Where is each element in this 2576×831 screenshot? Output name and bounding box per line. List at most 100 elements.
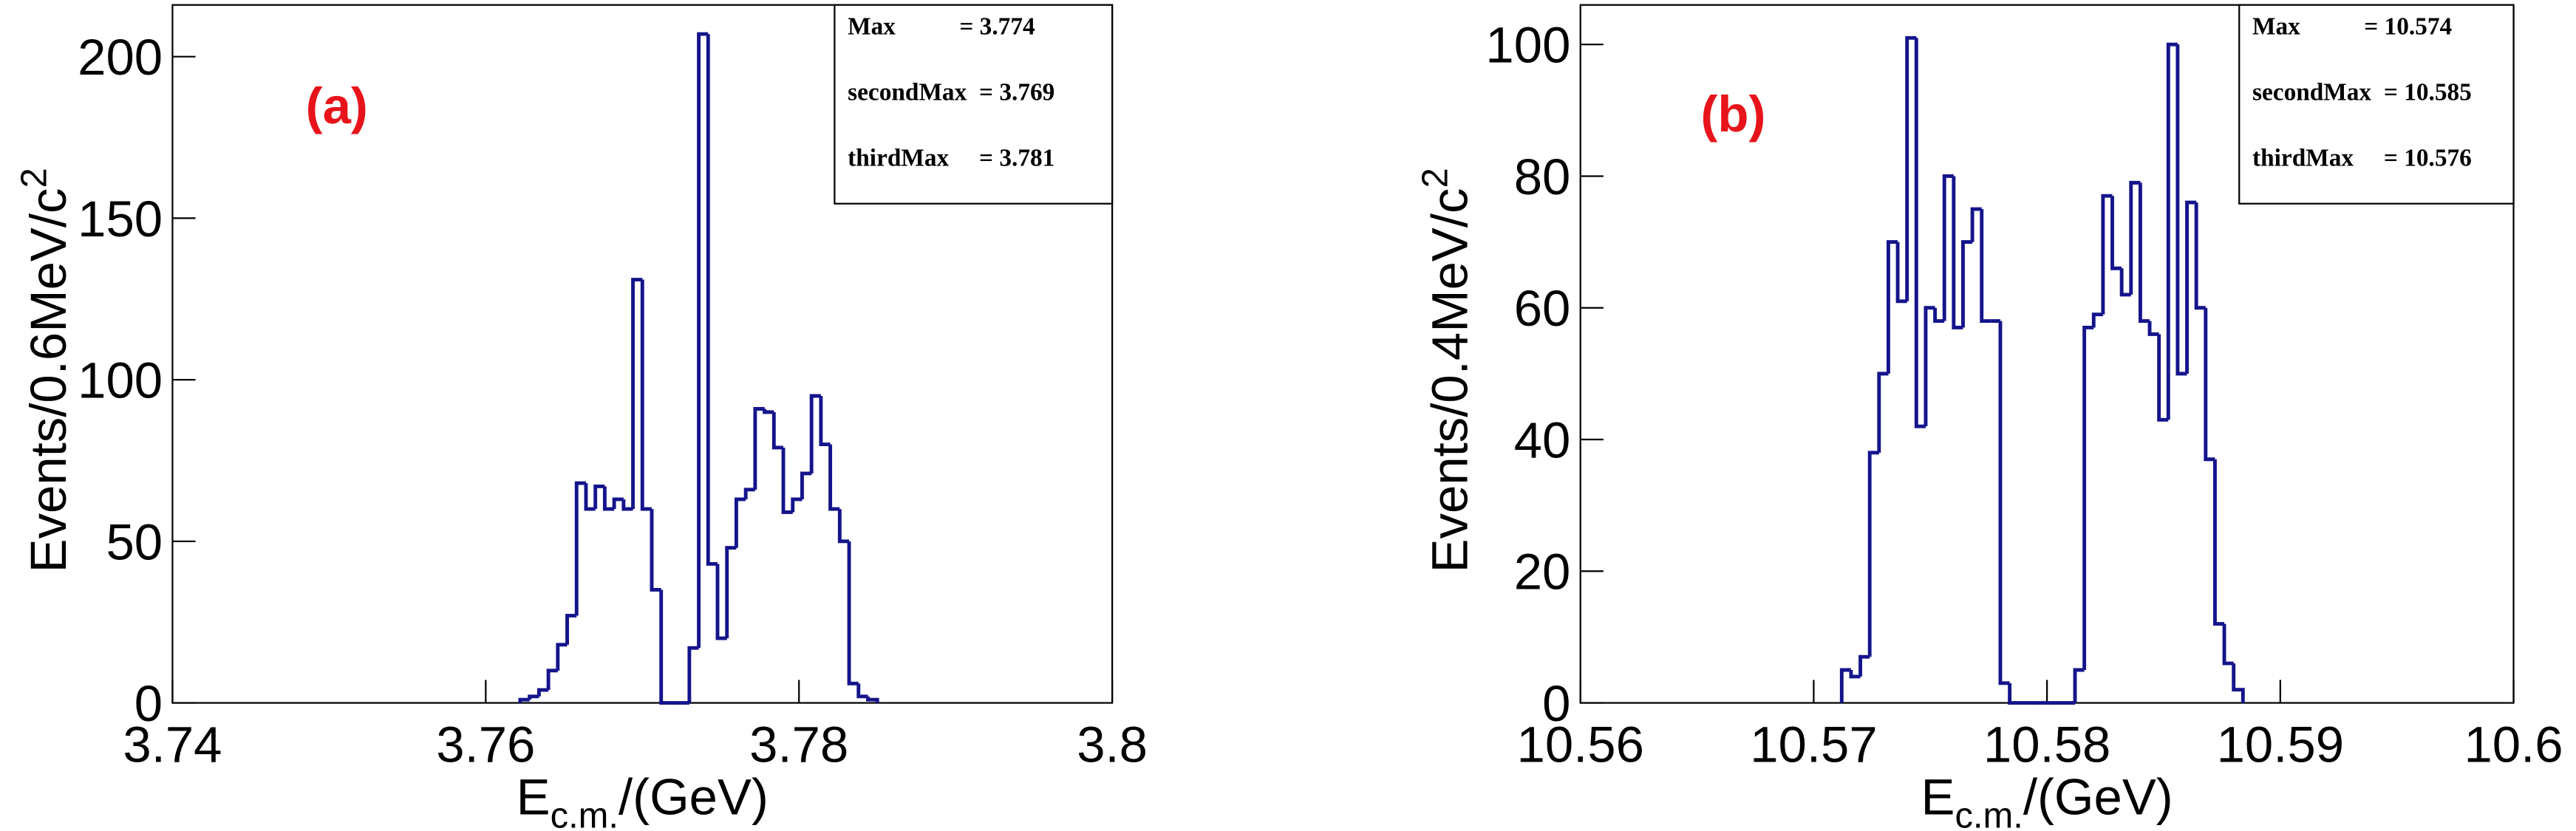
y-axis-title-main: Events/0.6MeV/c — [20, 188, 77, 573]
histogram-bin — [809, 394, 821, 473]
histogram-bin — [584, 483, 596, 511]
x-tick-label: 3.78 — [749, 717, 848, 773]
histogram-bin — [612, 497, 624, 510]
y-tick-label: 0 — [134, 675, 163, 732]
histogram-bin — [1905, 35, 1917, 301]
histogram-bin — [1998, 321, 2010, 685]
histogram-bin — [621, 499, 633, 511]
histogram-bin — [1895, 242, 1907, 304]
y-axis-title: Events/0.6MeV/c2 — [14, 168, 77, 572]
histogram-bin — [1961, 240, 1973, 328]
histogram-bin — [536, 688, 549, 697]
y-tick-label: 40 — [1514, 411, 1571, 468]
y-tick-label: 60 — [1514, 280, 1571, 337]
panel-title: (a) — [306, 78, 368, 134]
histogram-bin — [574, 481, 586, 616]
histogram-bin — [715, 564, 727, 640]
histogram-bin — [1839, 668, 1851, 703]
x-tick-label: 10.58 — [1983, 717, 2110, 773]
histogram-bin — [847, 541, 859, 685]
histogram-bin — [856, 683, 868, 699]
histogram-bin — [2212, 459, 2225, 626]
panel-title: (b) — [1700, 86, 1765, 143]
histogram-bin — [2008, 683, 2020, 705]
histogram-bin — [771, 411, 784, 450]
stats-label: secondMax — [2252, 79, 2371, 106]
y-axis-title-sup: 2 — [14, 168, 54, 188]
histogram-bin — [837, 509, 850, 544]
y-axis-title: Events/0.4MeV/c2 — [1416, 168, 1479, 572]
histogram-bin — [1924, 306, 1935, 427]
histogram-bin — [2082, 326, 2094, 670]
histogram-bin — [528, 694, 539, 700]
histogram-bin — [753, 407, 765, 490]
histogram-bin — [1980, 209, 1991, 324]
stats-value: = 3.781 — [979, 145, 1054, 172]
histogram-bin — [763, 408, 774, 414]
plot-frame — [171, 4, 1114, 704]
y-tick-label: 80 — [1514, 148, 1571, 205]
histogram-bin — [866, 696, 879, 703]
histogram-bin — [2175, 44, 2187, 376]
stats-value: = 3.769 — [979, 79, 1054, 106]
x-axis-title-suffix: /(GeV) — [2023, 769, 2173, 826]
histogram-bin — [1933, 307, 1945, 324]
histogram-bin — [2204, 307, 2215, 462]
histogram-bin — [725, 546, 737, 639]
histogram-bin — [706, 34, 718, 566]
histogram-bin — [2232, 663, 2245, 703]
histogram-bin — [593, 485, 605, 510]
y-tick-label: 100 — [1485, 17, 1570, 74]
stats-value: = 10.576 — [2384, 145, 2472, 172]
stats-label: Max — [848, 13, 896, 41]
histogram-bin — [2091, 312, 2103, 328]
histogram-bin — [1970, 207, 1982, 242]
y-tick-label: 200 — [78, 29, 163, 86]
stats-label: thirdMax — [848, 145, 949, 172]
histogram-bin — [2101, 194, 2113, 315]
histogram-bin — [518, 697, 530, 703]
histogram-bin — [734, 497, 746, 548]
stats-value: = 10.574 — [2364, 13, 2452, 41]
histogram-bin — [1887, 240, 1898, 374]
x-tick-label: 10.57 — [1750, 717, 1877, 773]
stats-label: secondMax — [848, 79, 967, 106]
histogram-panel: 0 50 100 150 200 3.74 3.76 3.78 3.8 (a) Ec.m./(GeV… — [14, 4, 1148, 831]
x-axis-title: Ec.m./(GeV) — [517, 769, 769, 831]
histogram-bin — [2185, 200, 2197, 374]
histogram-bin — [781, 447, 793, 514]
x-tick-label: 3.76 — [436, 717, 535, 773]
x-axis-title-sub: c.m. — [551, 796, 619, 831]
histogram-bin — [791, 497, 803, 513]
histogram-bin — [1952, 176, 1963, 329]
histogram-bin — [602, 486, 615, 511]
stats-value: = 3.774 — [959, 13, 1035, 41]
histogram-bin — [2073, 668, 2085, 703]
histogram-bin — [1877, 372, 1889, 453]
histogram-bin — [1849, 669, 1861, 679]
stats-box — [834, 4, 1114, 205]
histogram-bin — [2110, 196, 2122, 270]
histogram-bin — [659, 589, 671, 705]
histogram-bin — [800, 471, 812, 499]
histogram-bin — [743, 488, 755, 499]
y-axis-title-main: Events/0.4MeV/c — [1421, 188, 1478, 573]
histogram-bin — [650, 509, 661, 592]
y-tick-label: 150 — [78, 191, 163, 247]
x-axis-title-suffix: /(GeV) — [619, 769, 769, 826]
x-tick-label: 3.74 — [123, 717, 222, 773]
histogram-bin — [565, 614, 577, 645]
histogram-bin — [2222, 623, 2234, 666]
histogram-bin — [1942, 174, 1954, 321]
histogram-bin — [631, 278, 643, 510]
histogram-panel: 0 20 40 60 80 100 10.56 10.57 10.58 10.59 10.6 (b) E… — [1416, 4, 2563, 831]
x-axis-title-sub: c.m. — [1955, 796, 2023, 831]
y-tick-label: 50 — [106, 513, 163, 570]
histogram-bin — [1914, 38, 1926, 428]
histogram-bin — [819, 395, 831, 447]
stats-box — [2238, 4, 2515, 205]
x-tick-label: 10.56 — [1517, 717, 1644, 773]
histogram-bin — [828, 444, 840, 511]
